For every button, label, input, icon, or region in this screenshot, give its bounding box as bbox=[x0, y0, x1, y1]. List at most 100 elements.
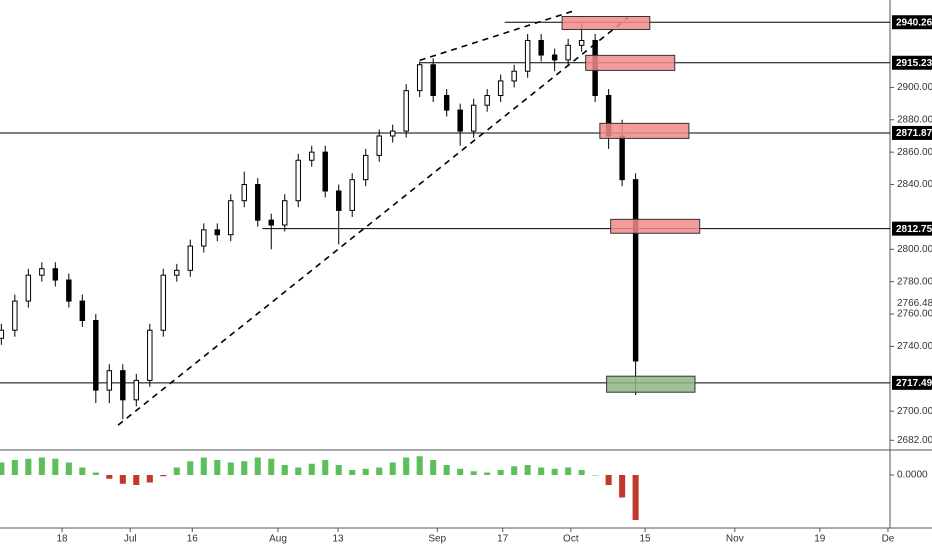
osc-bar bbox=[281, 465, 288, 475]
osc-bar bbox=[214, 460, 221, 475]
x-tick-label: De bbox=[882, 534, 895, 545]
x-tick-label: 18 bbox=[57, 534, 69, 545]
osc-bar bbox=[308, 463, 315, 475]
candle-body bbox=[403, 90, 409, 132]
candle-body bbox=[335, 190, 342, 211]
y-tick-label: 2700.00 bbox=[897, 406, 932, 417]
x-tick-label: 16 bbox=[187, 534, 199, 545]
candle-body bbox=[578, 39, 585, 46]
level-label-bg bbox=[892, 221, 932, 236]
candle-body bbox=[309, 151, 315, 161]
osc-bar bbox=[511, 466, 518, 475]
candle-body bbox=[12, 300, 18, 331]
osc-bar bbox=[92, 472, 99, 475]
candle-body bbox=[228, 200, 234, 236]
osc-bar bbox=[565, 467, 572, 475]
y-tick-label: 2860.00 bbox=[897, 147, 932, 158]
osc-bar bbox=[200, 457, 207, 475]
osc-bar bbox=[551, 468, 558, 475]
osc-bar bbox=[268, 458, 275, 475]
candle-body bbox=[538, 39, 544, 56]
candle-body bbox=[362, 154, 369, 181]
candle-body bbox=[322, 151, 328, 192]
candle-body bbox=[214, 229, 220, 236]
candle-body bbox=[79, 300, 86, 322]
zone bbox=[610, 218, 701, 234]
candle-body bbox=[619, 135, 625, 181]
level-label-bg bbox=[892, 15, 932, 30]
osc-bar bbox=[133, 475, 140, 485]
y-tick-label: 2800.00 bbox=[897, 244, 932, 255]
candle-body bbox=[25, 274, 32, 302]
level-label-bg bbox=[892, 375, 932, 390]
y-tick-label: 2840.00 bbox=[897, 179, 932, 190]
candle-body bbox=[255, 184, 261, 221]
osc-bar bbox=[632, 475, 639, 520]
candle-body bbox=[282, 200, 288, 226]
osc-bar bbox=[376, 467, 383, 475]
osc-bar bbox=[79, 467, 86, 475]
candle-body bbox=[295, 159, 301, 202]
osc-bar bbox=[416, 456, 423, 475]
level-label: 2940.26 bbox=[896, 17, 932, 28]
level-label: 2871.87 bbox=[896, 128, 932, 139]
osc-bar bbox=[497, 470, 504, 475]
candle-body bbox=[52, 268, 59, 281]
level-label-bg bbox=[892, 55, 932, 70]
candle-body bbox=[106, 370, 113, 391]
osc-bar bbox=[241, 461, 248, 475]
candle-body bbox=[497, 80, 504, 97]
osc-bar bbox=[592, 475, 599, 476]
candle-body bbox=[133, 379, 140, 401]
candle-body bbox=[160, 274, 167, 331]
osc-bar bbox=[106, 475, 113, 479]
osc-y-tick-label: 0.0000 bbox=[897, 470, 928, 481]
osc-bar bbox=[295, 467, 302, 475]
osc-bar bbox=[470, 471, 477, 475]
osc-bar bbox=[578, 470, 585, 475]
osc-bar bbox=[524, 465, 531, 475]
candle-body bbox=[376, 135, 382, 156]
osc-bar bbox=[52, 458, 59, 475]
osc-bar bbox=[403, 457, 410, 475]
candle-body bbox=[349, 179, 355, 211]
osc-bar bbox=[538, 467, 545, 475]
osc-bar bbox=[619, 475, 626, 498]
y-tick-label: 2900.00 bbox=[897, 82, 932, 93]
candle-body bbox=[443, 95, 450, 111]
zone bbox=[561, 16, 651, 30]
osc-bar bbox=[362, 468, 369, 475]
y-tick-label: 2760.00 bbox=[897, 309, 932, 320]
x-tick-label: 17 bbox=[497, 534, 509, 545]
candle-body bbox=[0, 329, 5, 339]
candle-body bbox=[201, 229, 207, 247]
level-label: 2812.75 bbox=[896, 224, 932, 235]
candle-body bbox=[632, 179, 639, 362]
x-tick-label: Jul bbox=[124, 534, 137, 545]
level-label: 2717.49 bbox=[896, 378, 932, 389]
trend-line bbox=[419, 9, 576, 62]
level-label: 2915.23 bbox=[896, 58, 932, 69]
osc-bar bbox=[146, 475, 153, 483]
y-tick-label: 2682.00 bbox=[897, 435, 932, 446]
candle-body bbox=[66, 279, 72, 302]
candle-body bbox=[268, 219, 274, 226]
last-price-label: 2766.48 bbox=[897, 298, 932, 309]
osc-bar bbox=[349, 470, 356, 475]
x-tick-label: 13 bbox=[332, 534, 344, 545]
osc-bar bbox=[389, 462, 396, 475]
candle-body bbox=[147, 329, 153, 381]
osc-bar bbox=[605, 475, 612, 485]
trend-line bbox=[117, 16, 629, 426]
osc-bar bbox=[227, 462, 234, 475]
osc-bar bbox=[254, 457, 261, 475]
candle-body bbox=[511, 70, 517, 82]
y-tick-label: 2880.00 bbox=[897, 114, 932, 125]
osc-bar bbox=[160, 475, 167, 477]
zone bbox=[606, 375, 696, 393]
candle-body bbox=[120, 370, 126, 401]
candle-body bbox=[389, 130, 396, 137]
osc-bar bbox=[25, 458, 32, 475]
